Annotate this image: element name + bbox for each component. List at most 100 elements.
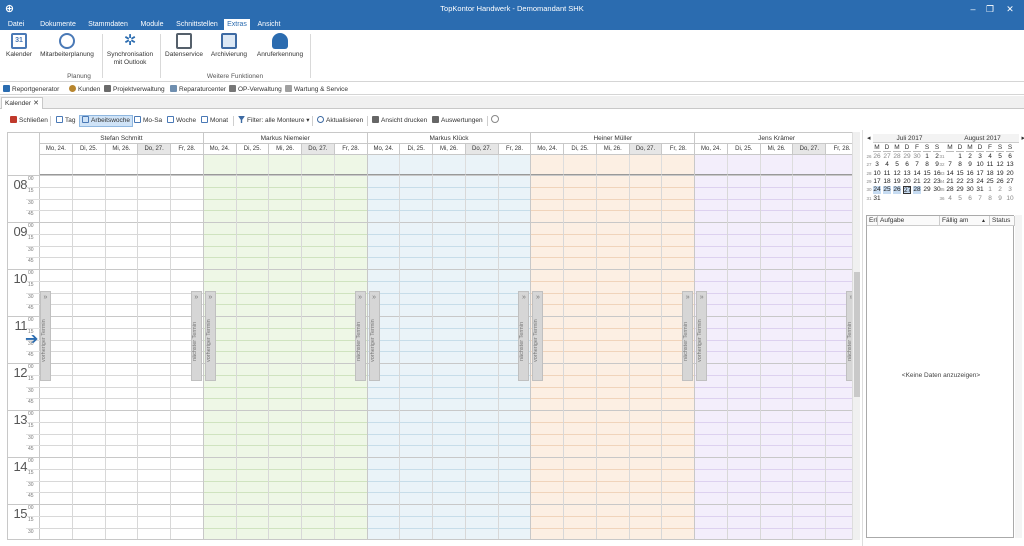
calendar-day[interactable]: 5	[998, 153, 1002, 160]
all-day-cell[interactable]	[105, 155, 139, 175]
day-column[interactable]	[433, 175, 466, 539]
calendar-day[interactable]: 8	[988, 194, 992, 202]
all-day-cell[interactable]	[433, 155, 466, 175]
print-view-button[interactable]: Ansicht drucken	[370, 115, 429, 127]
menu-tab-ansicht[interactable]: Ansicht	[257, 21, 281, 28]
all-day-cell[interactable]	[695, 155, 728, 175]
menu-tab-dokumente[interactable]: Dokumente	[40, 21, 76, 28]
previous-appointment-tab[interactable]: » vorheriger Termin	[204, 291, 216, 381]
all-day-cell[interactable]	[40, 155, 73, 175]
calendar-day[interactable]: 15	[956, 169, 964, 177]
caller-id-button[interactable]: Anruferkennung	[254, 33, 306, 59]
day-header[interactable]: Mi, 26.	[433, 144, 466, 155]
calendar-day[interactable]: 26	[873, 153, 881, 160]
task-list-scrollbar[interactable]	[1015, 215, 1022, 538]
calendar-day[interactable]: 12	[893, 169, 901, 177]
day-column[interactable]	[793, 175, 827, 539]
day-header[interactable]: Di, 25.	[236, 144, 270, 155]
calendar-day[interactable]: 1	[958, 153, 962, 160]
calendar-day[interactable]: 27	[903, 186, 912, 195]
calendar-day[interactable]: 15	[923, 169, 931, 177]
all-day-cell[interactable]	[760, 155, 794, 175]
all-day-cell[interactable]	[465, 155, 499, 175]
next-month-icon[interactable]: ▸	[1021, 135, 1024, 142]
day-header[interactable]: Mo, 24.	[367, 144, 401, 155]
day-header[interactable]: Mo, 24.	[531, 144, 565, 155]
scrollbar-thumb[interactable]	[854, 272, 860, 397]
calendar-day[interactable]: 18	[883, 177, 891, 185]
calendar-day[interactable]: 10	[976, 161, 984, 169]
day-column[interactable]	[400, 175, 434, 539]
all-day-cell[interactable]	[367, 155, 401, 175]
day-column[interactable]	[40, 175, 73, 539]
calendar-day[interactable]: 9	[935, 161, 939, 169]
calendar-day[interactable]: 3	[875, 161, 879, 169]
calendar-day[interactable]: 19	[996, 169, 1004, 177]
day-column[interactable]	[727, 175, 761, 539]
day-header[interactable]: Do, 27.	[138, 144, 172, 155]
calendar-day[interactable]: 18	[986, 169, 994, 177]
all-day-cell[interactable]	[629, 155, 663, 175]
calendar-day[interactable]: 13	[903, 169, 911, 177]
previous-appointment-tab[interactable]: » vorheriger Termin	[532, 291, 544, 381]
calendar-day[interactable]: 3	[1008, 186, 1012, 194]
calendar-day[interactable]: 29	[956, 186, 964, 194]
day-header[interactable]: Fr, 28.	[498, 144, 531, 155]
day-header[interactable]: Mi, 26.	[760, 144, 794, 155]
close-button[interactable]: ✕	[1006, 4, 1014, 14]
minimize-button[interactable]: –	[970, 4, 976, 14]
calendar-day[interactable]: 29	[903, 153, 911, 160]
calendar-day[interactable]: 30	[913, 153, 921, 160]
all-day-cell[interactable]	[596, 155, 630, 175]
menu-tab-schnittstellen[interactable]: Schnittstellen	[176, 21, 218, 28]
view-week-button[interactable]: Woche	[165, 115, 198, 127]
day-column[interactable]	[105, 175, 139, 539]
quick-reportgenerator[interactable]: Reportgenerator	[3, 85, 59, 93]
day-header[interactable]: Mi, 26.	[269, 144, 303, 155]
calendar-day[interactable]: 3	[978, 153, 982, 160]
day-header[interactable]: Di, 25.	[727, 144, 761, 155]
day-column[interactable]	[596, 175, 630, 539]
calendar-day[interactable]: 29	[923, 186, 931, 194]
previous-appointment-tab[interactable]: » vorheriger Termin	[696, 291, 708, 381]
day-column[interactable]	[236, 175, 270, 539]
calendar-day[interactable]: 16	[966, 169, 974, 177]
task-col-erl[interactable]: Erl	[867, 216, 878, 226]
all-day-cell[interactable]	[793, 155, 827, 175]
day-column[interactable]	[465, 175, 499, 539]
all-day-cell[interactable]	[662, 155, 695, 175]
calendar-day[interactable]: 10	[1006, 194, 1014, 202]
all-day-cell[interactable]	[171, 155, 203, 175]
day-header[interactable]: Di, 25.	[564, 144, 597, 155]
next-appointment-tab[interactable]: » nächster Termin	[354, 291, 366, 381]
refresh-button[interactable]: Aktualisieren	[315, 115, 365, 127]
calendar-day[interactable]: 30	[966, 186, 974, 194]
all-day-cell[interactable]	[203, 155, 237, 175]
calendar-day[interactable]: 1	[925, 153, 929, 160]
quick-reparaturcenter[interactable]: Reparaturcenter	[170, 85, 226, 93]
quick-projektverwaltung[interactable]: Projektverwaltung	[104, 85, 165, 93]
all-day-cell[interactable]	[564, 155, 597, 175]
calendar-button[interactable]: 31 Kalender	[4, 33, 34, 59]
all-day-cell[interactable]	[531, 155, 565, 175]
calendar-day[interactable]: 1	[988, 186, 992, 194]
day-header[interactable]: Fr, 28.	[334, 144, 367, 155]
close-tab-icon[interactable]: ✕	[33, 100, 39, 107]
outlook-sync-button[interactable]: ✲ Synchronisation mit Outlook	[106, 32, 154, 67]
all-day-cell[interactable]	[727, 155, 761, 175]
calendar-day[interactable]: 2	[935, 153, 939, 160]
calendar-day[interactable]: 22	[956, 177, 964, 185]
calendar-day[interactable]: 17	[873, 177, 881, 185]
calendar-day[interactable]: 8	[925, 161, 929, 169]
help-button[interactable]	[489, 115, 503, 127]
calendar-day[interactable]: 6	[905, 161, 909, 169]
task-col-status[interactable]: Status	[990, 216, 1015, 226]
calendar-day[interactable]: 21	[946, 177, 954, 185]
mini-calendar-august[interactable]: August 2017 ▸ M D M D F S S 31 1 2 3 4 5 6 32 7 8 9 10 11 12 13…	[939, 134, 1024, 210]
day-header[interactable]: Di, 25.	[400, 144, 434, 155]
calendar-day[interactable]: 8	[958, 161, 962, 169]
calendar-day[interactable]: 27	[883, 153, 891, 160]
day-header[interactable]: Fr, 28.	[662, 144, 695, 155]
day-column[interactable]	[138, 175, 172, 539]
calendar-day[interactable]: 17	[976, 169, 984, 177]
